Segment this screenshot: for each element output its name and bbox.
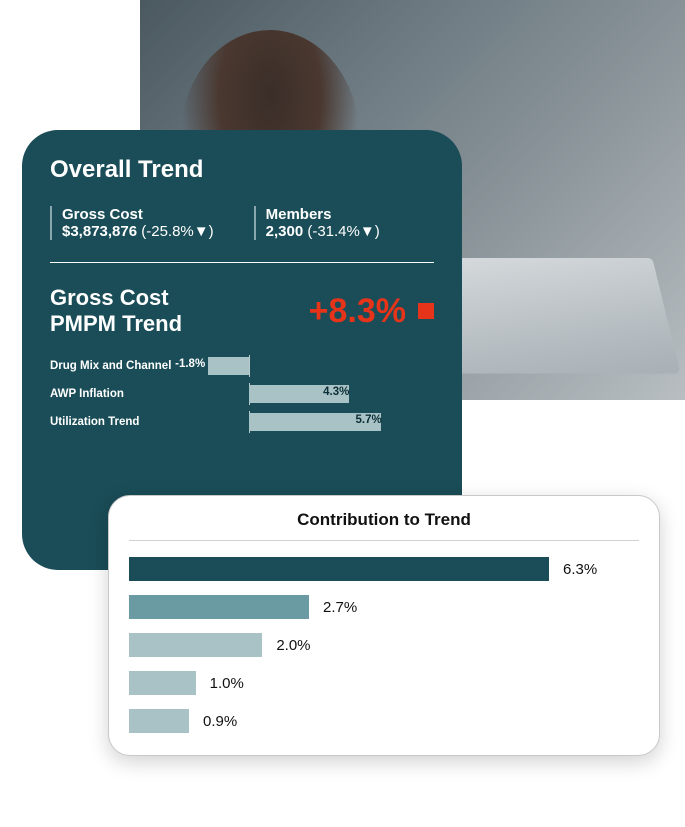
hbar-row: Drug Mix and Channel-1.8% bbox=[50, 356, 434, 376]
contribution-bar bbox=[129, 633, 262, 657]
hbar-value: -1.8% bbox=[175, 358, 205, 370]
divider bbox=[50, 262, 434, 263]
metric-label: Members bbox=[266, 206, 380, 223]
hbar-label: Utilization Trend bbox=[50, 416, 180, 428]
contribution-value: 0.9% bbox=[203, 713, 237, 730]
contribution-bar bbox=[129, 671, 196, 695]
contribution-value: 2.0% bbox=[276, 637, 310, 654]
hbar-value: 5.7% bbox=[355, 414, 381, 426]
contribution-bar-row: 1.0% bbox=[129, 671, 639, 695]
contribution-bar-row: 2.0% bbox=[129, 633, 639, 657]
metric-value: $3,873,876 (-25.8%▼) bbox=[62, 223, 214, 240]
hbar-track: 5.7% bbox=[180, 413, 434, 431]
pmpm-title-line2: PMPM Trend bbox=[50, 311, 182, 336]
contribution-bar-chart: 6.3% 2.7% 2.0% 1.0% 0.9% bbox=[129, 557, 639, 733]
indicator-square-icon bbox=[418, 303, 434, 319]
hbar-label: AWP Inflation bbox=[50, 388, 180, 400]
metric-label: Gross Cost bbox=[62, 206, 214, 223]
pmpm-value-wrap: +8.3% bbox=[309, 292, 434, 331]
hbar-bar bbox=[208, 357, 250, 375]
contribution-bar-row: 0.9% bbox=[129, 709, 639, 733]
hbar-row: Utilization Trend 5.7% bbox=[50, 412, 434, 432]
contribution-card: Contribution to Trend 6.3% 2.7% 2.0% 1.0% 0.… bbox=[108, 495, 660, 756]
contribution-bar bbox=[129, 557, 549, 581]
contribution-bar bbox=[129, 595, 309, 619]
contribution-value: 1.0% bbox=[210, 675, 244, 692]
overall-trend-title: Overall Trend bbox=[50, 156, 434, 184]
hbar-row: AWP Inflation 4.3% bbox=[50, 384, 434, 404]
metric-delta: (-31.4%▼) bbox=[307, 223, 379, 240]
pmpm-bar-chart: Drug Mix and Channel-1.8% AWP Inflation 4.… bbox=[50, 356, 434, 432]
contribution-value: 6.3% bbox=[563, 561, 597, 578]
pmpm-row: Gross Cost PMPM Trend +8.3% bbox=[50, 285, 434, 338]
metrics-row: Gross Cost $3,873,876 (-25.8%▼) Members … bbox=[50, 206, 434, 240]
pmpm-title: Gross Cost PMPM Trend bbox=[50, 285, 182, 338]
hbar-track: -1.8% bbox=[180, 357, 434, 375]
metric-amount: 2,300 bbox=[266, 223, 304, 240]
divider bbox=[129, 540, 639, 541]
contribution-value: 2.7% bbox=[323, 599, 357, 616]
contribution-bar-row: 6.3% bbox=[129, 557, 639, 581]
metric-members: Members 2,300 (-31.4%▼) bbox=[254, 206, 380, 240]
metric-value: 2,300 (-31.4%▼) bbox=[266, 223, 380, 240]
metric-delta: (-25.8%▼) bbox=[141, 223, 213, 240]
hbar-track: 4.3% bbox=[180, 385, 434, 403]
hbar-zero-line bbox=[249, 355, 250, 377]
pmpm-value: +8.3% bbox=[309, 292, 406, 331]
metric-amount: $3,873,876 bbox=[62, 223, 137, 240]
contribution-bar bbox=[129, 709, 189, 733]
hbar-value: 4.3% bbox=[323, 386, 349, 398]
metric-gross-cost: Gross Cost $3,873,876 (-25.8%▼) bbox=[50, 206, 214, 240]
contribution-title: Contribution to Trend bbox=[129, 510, 639, 530]
contribution-bar-row: 2.7% bbox=[129, 595, 639, 619]
hbar-label: Drug Mix and Channel bbox=[50, 360, 180, 372]
pmpm-title-line1: Gross Cost bbox=[50, 285, 169, 310]
